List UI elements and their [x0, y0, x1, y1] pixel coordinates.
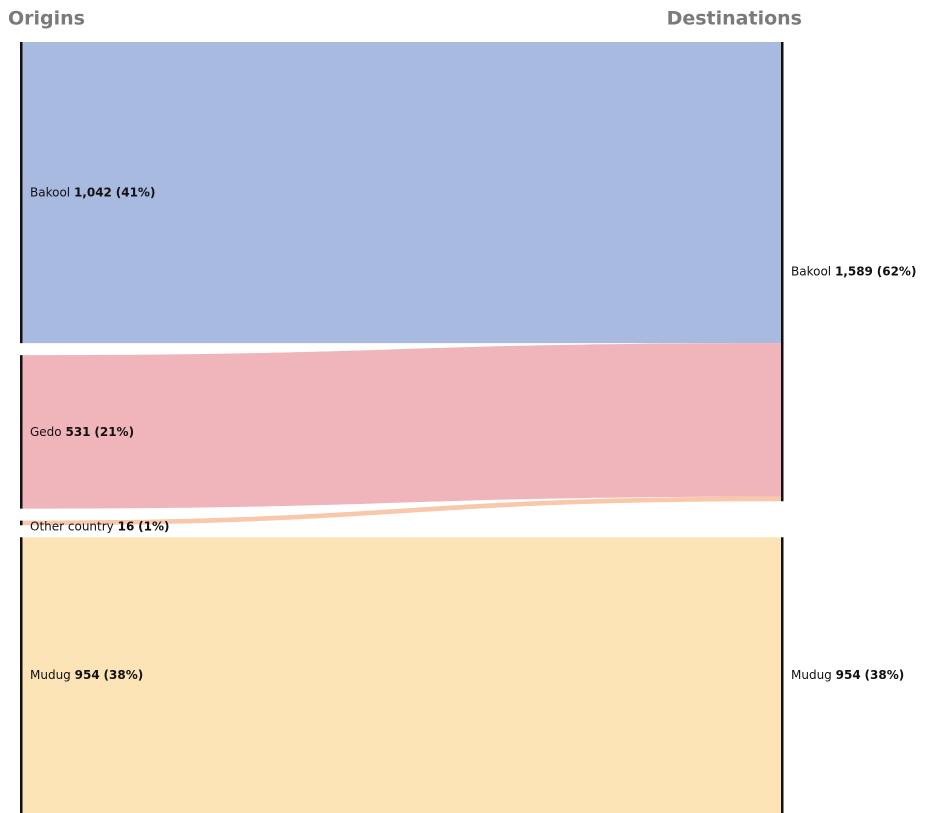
node-name: Mudug [30, 668, 71, 682]
destinations-title: Destinations [667, 8, 802, 30]
node-value: 1,589 [835, 264, 873, 278]
node-name: Mudug [791, 668, 832, 682]
node-percent: (21%) [94, 424, 134, 438]
links [22, 42, 781, 813]
node-name: Gedo [30, 424, 62, 438]
node-percent: (62%) [877, 264, 917, 278]
link [22, 343, 781, 509]
destination-node [781, 42, 784, 502]
origin-node [20, 355, 23, 509]
node-percent: (38%) [865, 668, 905, 682]
origin-label: Mudug 954 (38%) [30, 668, 143, 682]
destination-node [781, 537, 784, 813]
origin-node [20, 42, 23, 344]
node-value: 531 [65, 424, 90, 438]
node-percent: (41%) [116, 185, 156, 199]
node-value: 954 [836, 668, 861, 682]
link [22, 42, 781, 344]
node-name: Other country [30, 519, 114, 533]
destination-label: Mudug 954 (38%) [791, 668, 904, 682]
node-percent: (38%) [104, 668, 144, 682]
origin-label: Bakool 1,042 (41%) [30, 185, 155, 199]
node-percent: (1%) [138, 519, 169, 533]
origin-node [20, 520, 23, 526]
origins-title: Origins [8, 8, 85, 30]
node-value: 16 [118, 519, 135, 533]
origin-label: Other country 16 (1%) [30, 519, 169, 533]
node-name: Bakool [30, 185, 70, 199]
node-name: Bakool [791, 264, 831, 278]
destination-label: Bakool 1,589 (62%) [791, 264, 916, 278]
node-value: 954 [75, 668, 100, 682]
origin-node [20, 537, 23, 813]
node-value: 1,042 [74, 185, 112, 199]
origin-label: Gedo 531 (21%) [30, 424, 134, 438]
link [22, 496, 781, 526]
link [22, 537, 781, 813]
